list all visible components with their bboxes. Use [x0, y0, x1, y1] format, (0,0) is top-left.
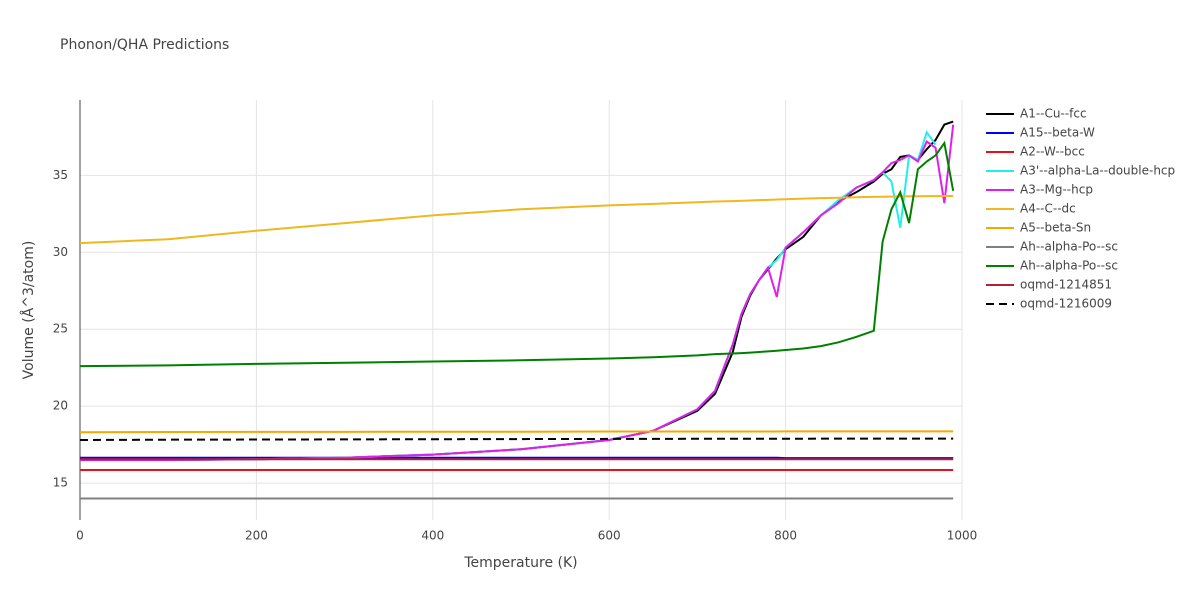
legend-label: A4--C--dc: [1020, 202, 1076, 216]
x-tick-label: 1000: [947, 529, 978, 543]
x-tick-label: 0: [76, 529, 84, 543]
y-tick-label: 35: [53, 168, 68, 182]
x-tick-label: 200: [245, 529, 268, 543]
chart-title: Phonon/QHA Predictions: [60, 37, 229, 53]
legend-label: oqmd-1216009: [1020, 297, 1112, 311]
y-tick-label: 15: [53, 476, 68, 490]
series-line: [80, 124, 955, 461]
y-tick-label: 30: [53, 245, 68, 259]
x-tick-label: 800: [774, 529, 797, 543]
legend-label: A3--Mg--hcp: [1020, 183, 1093, 197]
legend-label: oqmd-1214851: [1020, 278, 1112, 292]
series-line: [79, 437, 954, 441]
series-line: [80, 120, 954, 461]
legend-label: Ah--alpha-Po--sc: [1020, 240, 1118, 254]
legend-label: A3'--alpha-La--double-hcp: [1020, 164, 1175, 178]
y-tick-label: 25: [53, 322, 68, 336]
series-line: [79, 430, 954, 434]
series-line: [79, 195, 954, 245]
series-line: [80, 130, 937, 461]
series-line: [79, 140, 955, 368]
legend-label: A1--Cu--fcc: [1020, 107, 1087, 121]
legend-label: A5--beta-Sn: [1020, 221, 1091, 235]
x-tick-label: 400: [421, 529, 444, 543]
x-axis-title: Temperature (K): [463, 555, 577, 571]
y-tick-label: 20: [53, 399, 68, 413]
legend-label: A15--beta-W: [1020, 126, 1095, 140]
legend-label: Ah--alpha-Po--sc: [1020, 259, 1118, 273]
legend-label: A2--W--bcc: [1020, 145, 1085, 159]
x-tick-label: 600: [598, 529, 621, 543]
y-axis-title: Volume (Å^3/atom): [20, 241, 37, 380]
